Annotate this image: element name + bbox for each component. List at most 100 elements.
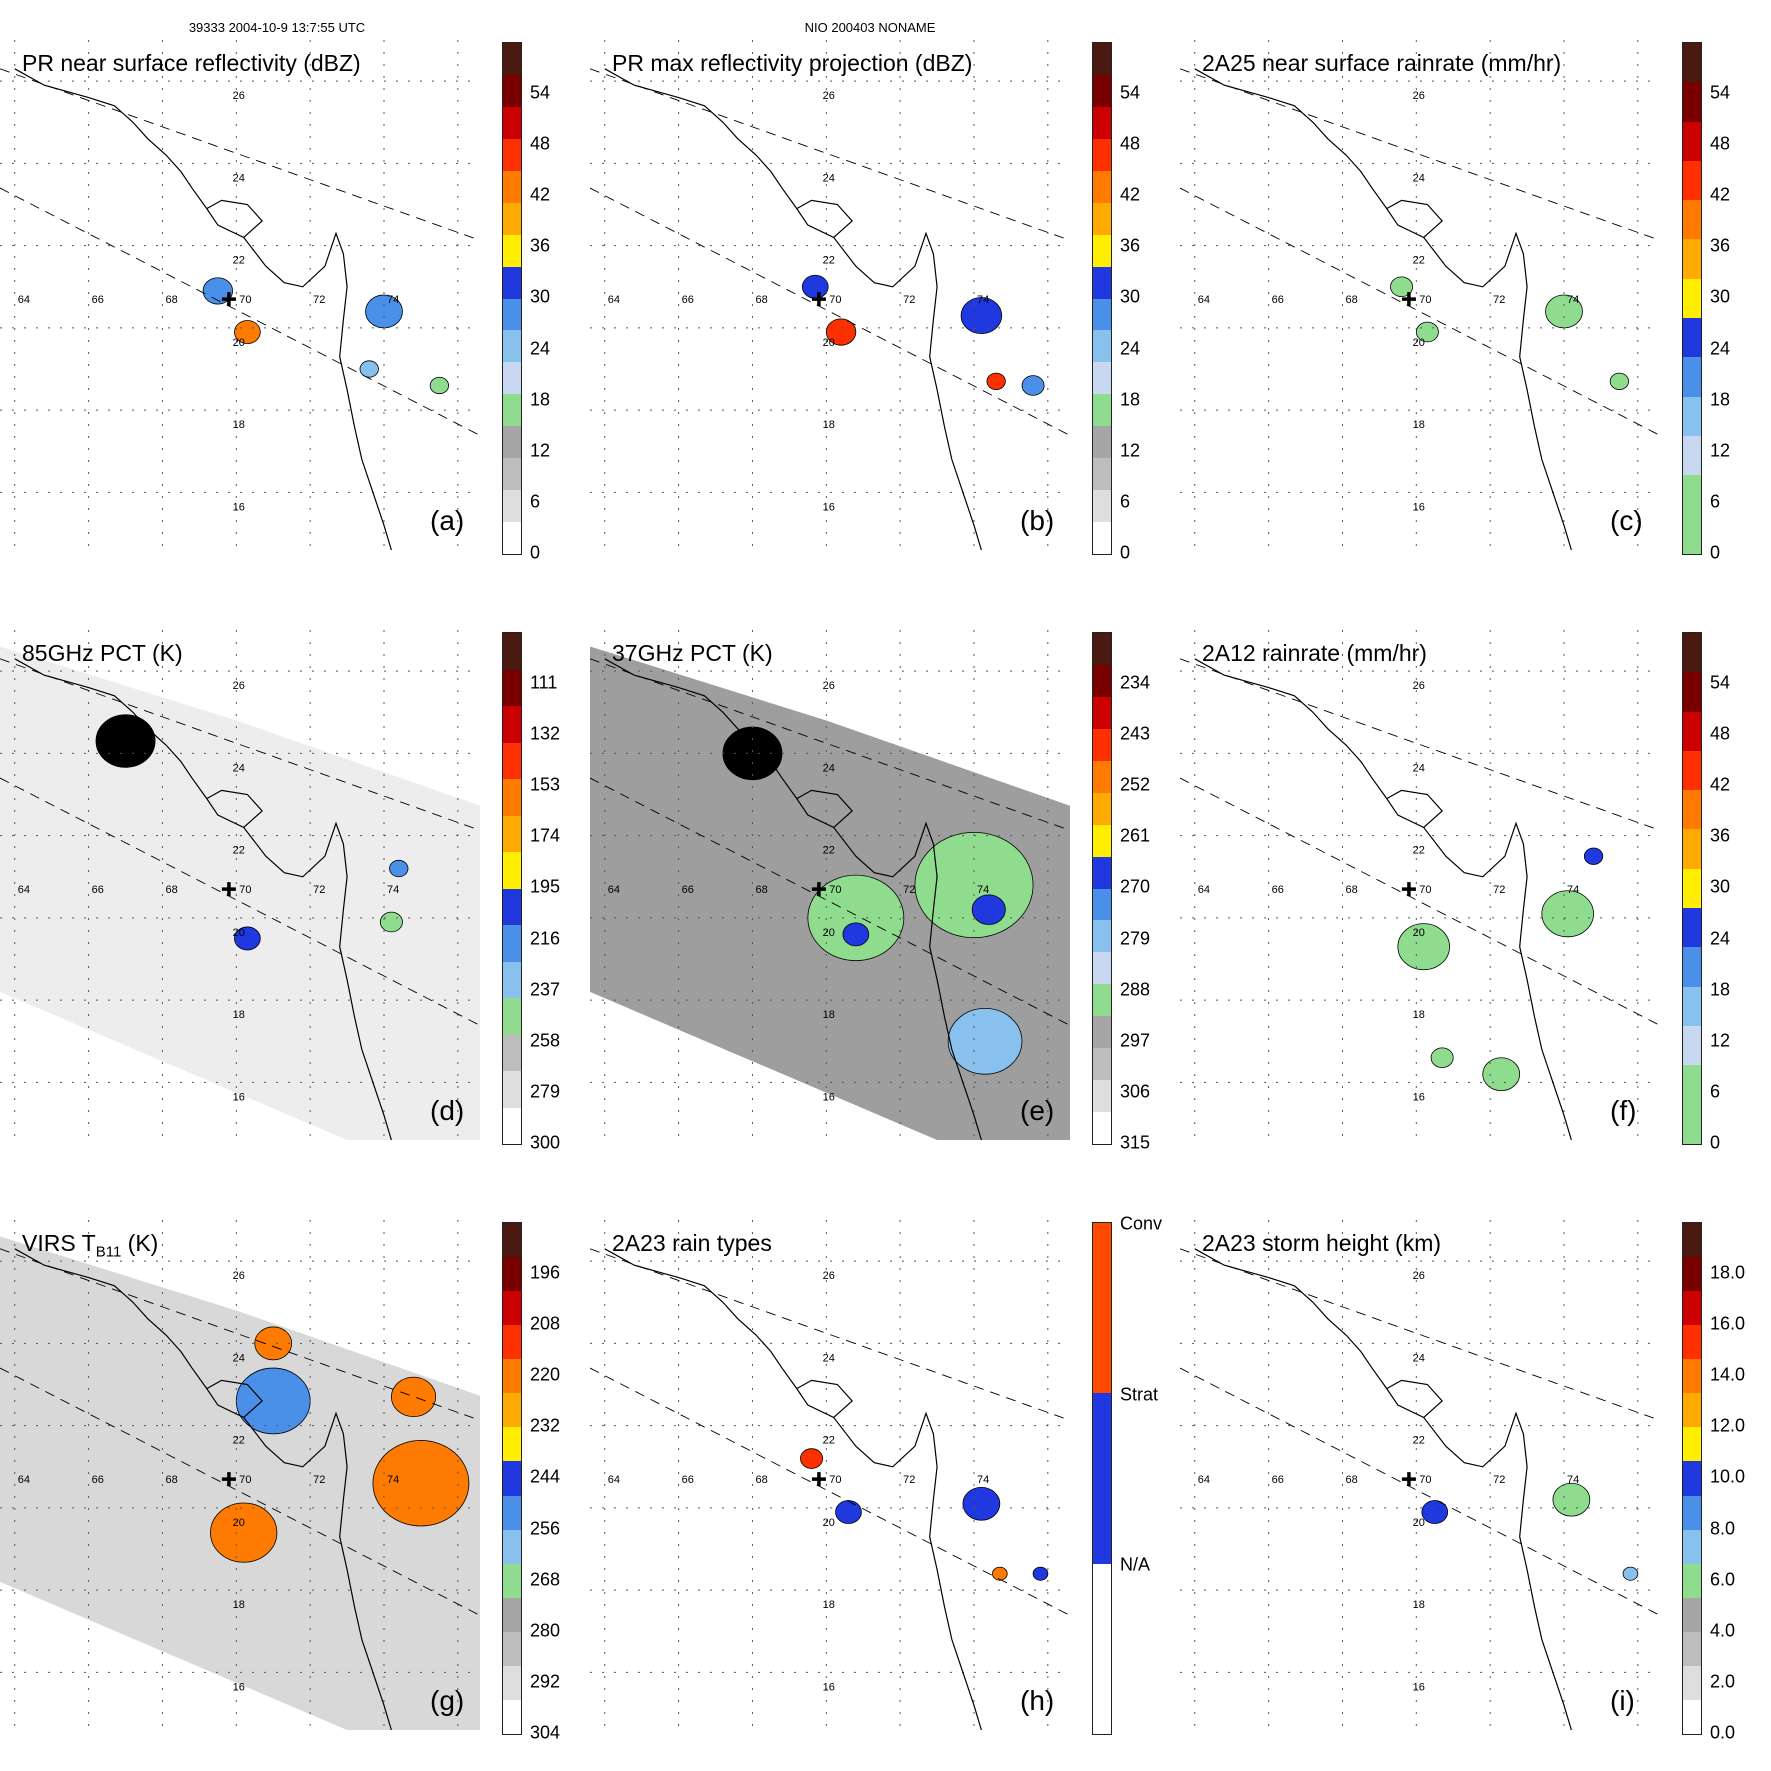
colorbar-tick-label: 36 — [1120, 235, 1141, 256]
lat-label: 24 — [1413, 172, 1425, 184]
colorbar-segment — [503, 234, 521, 267]
lon-label: 74 — [387, 1474, 399, 1486]
pr-swath-edge — [1180, 777, 1660, 1026]
colorbar-segment — [503, 706, 521, 743]
panel-letter: (b) — [1020, 505, 1055, 536]
colorbar-tick-label: Strat — [1120, 1384, 1159, 1405]
panel-letter: (h) — [1020, 1685, 1055, 1716]
lat-label: 26 — [823, 680, 835, 692]
lon-label: 72 — [313, 1474, 325, 1486]
panel-title: 2A25 near surface rainrate (mm/hr) — [1202, 50, 1561, 77]
pr-swath-edge — [1180, 658, 1660, 831]
lat-label: 22 — [823, 1435, 835, 1447]
panel-f: 64 66 68 70 72 74 26 24 22 20 18 16 2A12 rainrate (m… — [1180, 630, 1730, 1170]
coastline — [1194, 658, 1572, 1140]
colorbar — [1682, 1222, 1702, 1735]
panel-title: 37GHz PCT (K) — [612, 640, 773, 667]
lon-label: 74 — [977, 1474, 989, 1486]
gulf-of-kutch-coast — [796, 789, 854, 828]
colorbar-segment — [1683, 750, 1701, 791]
panel-letter: (e) — [1020, 1095, 1055, 1126]
colorbar-segment — [1683, 947, 1701, 987]
colorbar-tick-label: 0 — [530, 542, 541, 563]
colorbar-tick-label: 6 — [1710, 491, 1721, 512]
colorbar-segment — [1683, 1631, 1701, 1666]
colorbar-tick-label: 36 — [1710, 235, 1731, 256]
panel-title: PR max reflectivity projection (dBZ) — [612, 50, 972, 77]
colorbar-tick-label: 111 — [530, 672, 558, 693]
panel-title-text: PR max reflectivity projection (dBZ) — [612, 50, 973, 76]
coastline — [604, 68, 982, 550]
colorbar — [1682, 42, 1702, 555]
rain-feature — [835, 1500, 862, 1524]
panel-title-subscript: B11 — [95, 1243, 122, 1261]
colorbar-tick-label: 0 — [1120, 542, 1131, 563]
lon-label: 66 — [92, 1474, 104, 1486]
colorbar-segment — [503, 170, 521, 203]
colorbar-segment — [1093, 1223, 1111, 1394]
colorbar-segment — [503, 1071, 521, 1108]
colorbar-segment — [1683, 908, 1701, 948]
lat-label: 20 — [233, 337, 245, 349]
colorbar-tick-label: 24 — [1710, 928, 1731, 949]
lat-label: 20 — [233, 1517, 245, 1529]
colorbar-segment — [1683, 1699, 1701, 1734]
coastline — [1194, 1248, 1572, 1730]
colorbar-segment — [503, 815, 521, 852]
panel-title-text: PR near surface reflectivity (dBZ) — [22, 50, 361, 76]
colorbar-segment — [503, 1325, 521, 1360]
colorbar-segment — [1093, 170, 1111, 203]
colorbar-segment — [503, 669, 521, 706]
colorbar — [1682, 632, 1702, 1145]
colorbar-tick-label: 24 — [1710, 338, 1731, 359]
colorbar-tick-label: 18 — [530, 389, 551, 410]
colorbar-tick-label: 234 — [1120, 672, 1151, 693]
lon-label: 70 — [1419, 294, 1431, 306]
panel-title: PR near surface reflectivity (dBZ) — [22, 50, 361, 77]
colorbar-segment — [1093, 792, 1111, 825]
colorbar-segment — [1683, 43, 1701, 83]
panel-a: 64 66 68 70 72 74 26 24 22 20 18 16 PR near surface … — [0, 40, 550, 580]
rain-feature — [986, 372, 1006, 390]
colorbar-tick-label: 14.0 — [1710, 1364, 1746, 1385]
colorbar-tick-label: 195 — [530, 876, 561, 897]
lat-label: 22 — [233, 845, 245, 857]
lat-label: 26 — [1413, 1270, 1425, 1282]
colorbar-tick-label: 42 — [1710, 184, 1731, 205]
colorbar-segment — [1093, 522, 1111, 554]
colorbar-segment — [1093, 74, 1111, 107]
colorbar-tick-label: 30 — [1120, 286, 1141, 307]
lat-label: 26 — [823, 90, 835, 102]
colorbar-segment — [503, 1699, 521, 1734]
colorbar-tick-label: 24 — [530, 338, 551, 359]
lat-label: 16 — [1413, 1091, 1425, 1103]
lat-label: 16 — [823, 501, 835, 513]
colorbar-segment — [503, 1563, 521, 1598]
colorbar-segment — [503, 1631, 521, 1666]
colorbar-segment — [1683, 1257, 1701, 1292]
pr-swath-edge — [0, 187, 480, 436]
lon-label: 68 — [165, 884, 177, 896]
colorbar-segment — [1093, 664, 1111, 697]
lon-label: 64 — [1198, 884, 1210, 896]
rain-feature — [210, 1502, 278, 1563]
rain-feature — [235, 1367, 311, 1435]
colorbar-segment — [503, 1665, 521, 1700]
lat-label: 24 — [233, 1352, 245, 1364]
rain-feature — [95, 714, 156, 768]
lon-label: 70 — [239, 884, 251, 896]
panel-title: 85GHz PCT (K) — [22, 640, 183, 667]
lon-label: 68 — [1345, 294, 1357, 306]
colorbar-segment — [503, 1597, 521, 1632]
gulf-of-kutch-coast — [1386, 789, 1444, 828]
colorbar-segment — [503, 394, 521, 427]
map-d: 64 66 68 70 72 74 26 24 22 20 18 16 — [0, 630, 480, 1140]
colorbar-segment — [1683, 711, 1701, 751]
colorbar-segment — [503, 1223, 521, 1258]
colorbar-segment — [503, 633, 521, 670]
colorbar-segment — [503, 925, 521, 962]
lon-label: 70 — [829, 294, 841, 306]
pr-swath-edge — [1180, 1367, 1660, 1616]
lat-label: 24 — [233, 762, 245, 774]
pr-swath-edge — [590, 68, 1070, 241]
